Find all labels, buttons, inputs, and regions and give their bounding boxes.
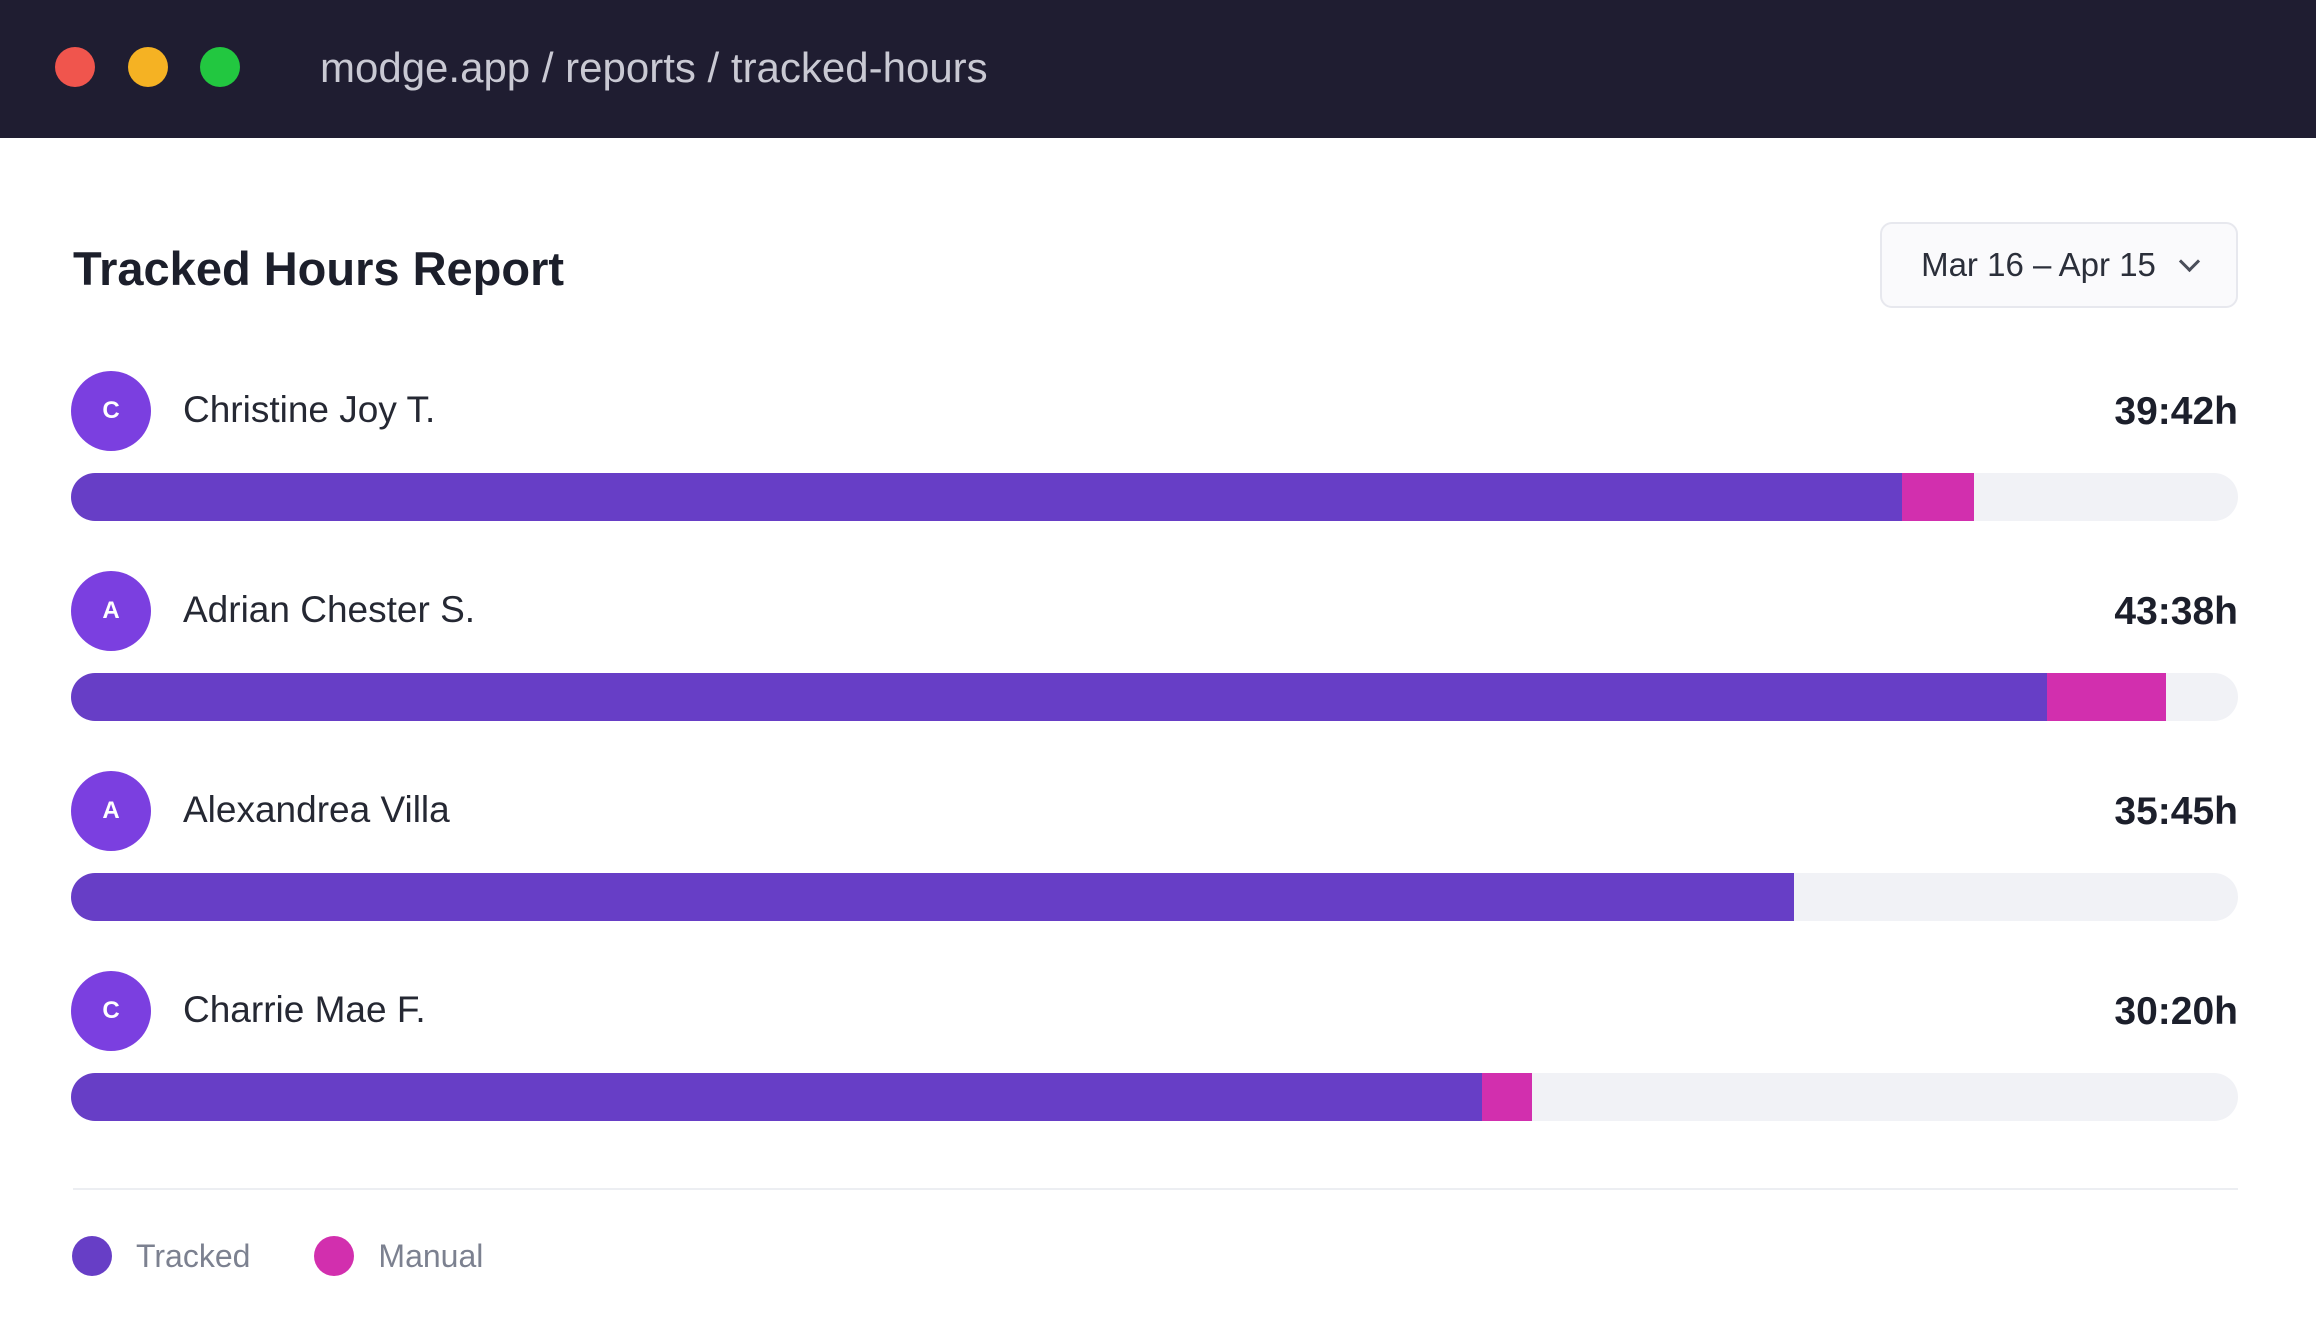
- avatar: C: [71, 371, 151, 451]
- hours-bar: [71, 673, 2238, 721]
- member-total-hours: 35:45h: [2114, 790, 2238, 833]
- member-total-hours: 30:20h: [2114, 990, 2238, 1033]
- legend-item-tracked: Tracked: [72, 1236, 250, 1276]
- member-name: Adrian Chester S.: [183, 589, 476, 630]
- tracked-segment: [71, 1073, 1482, 1121]
- legend-dot: [314, 1236, 355, 1276]
- title-bar: modge.app / reports / tracked-hours: [0, 0, 2316, 138]
- member-row: C Christine Joy T. 39:42h: [0, 371, 2316, 551]
- member-row: C Charrie Mae F. 30:20h: [0, 971, 2316, 1151]
- close-window-button[interactable]: [55, 47, 95, 87]
- tracked-segment: [71, 673, 2048, 721]
- member-name: Alexandrea Villa: [183, 789, 450, 830]
- member-total-hours: 43:38h: [2114, 590, 2238, 633]
- date-range-label: Mar 16 – Apr 15: [1921, 246, 2156, 283]
- legend: Tracked Manual: [72, 1226, 547, 1286]
- maximize-window-button[interactable]: [200, 47, 240, 87]
- member-row: A Adrian Chester S. 43:38h: [0, 571, 2316, 751]
- avatar: A: [71, 571, 151, 651]
- hours-bar: [71, 473, 2238, 521]
- tracked-segment: [71, 873, 1794, 921]
- divider: [73, 1188, 2238, 1190]
- manual-segment: [2047, 673, 2167, 721]
- member-name: Charrie Mae F.: [183, 989, 426, 1030]
- report-card: Tracked Hours Report Mar 16 – Apr 15 C C…: [0, 138, 2316, 1344]
- tracked-segment: [71, 473, 1903, 521]
- legend-dot: [72, 1236, 112, 1276]
- legend-label: Tracked: [136, 1237, 251, 1274]
- manual-segment: [1481, 1073, 1532, 1121]
- hours-bar: [71, 873, 2238, 921]
- avatar: C: [71, 971, 151, 1051]
- date-range-dropdown[interactable]: Mar 16 – Apr 15: [1880, 222, 2238, 308]
- avatar: A: [71, 771, 151, 851]
- chevron-down-icon: [2178, 250, 2201, 272]
- legend-item-manual: Manual: [314, 1236, 483, 1276]
- member-name: Christine Joy T.: [183, 389, 436, 430]
- member-total-hours: 39:42h: [2114, 390, 2238, 433]
- page-title: Tracked Hours Report: [73, 242, 565, 295]
- member-row: A Alexandrea Villa 35:45h: [0, 771, 2316, 951]
- minimize-window-button[interactable]: [128, 47, 168, 87]
- manual-segment: [1902, 473, 1974, 521]
- address-bar[interactable]: modge.app / reports / tracked-hours: [320, 44, 988, 91]
- legend-label: Manual: [378, 1237, 484, 1274]
- hours-bar: [71, 1073, 2238, 1121]
